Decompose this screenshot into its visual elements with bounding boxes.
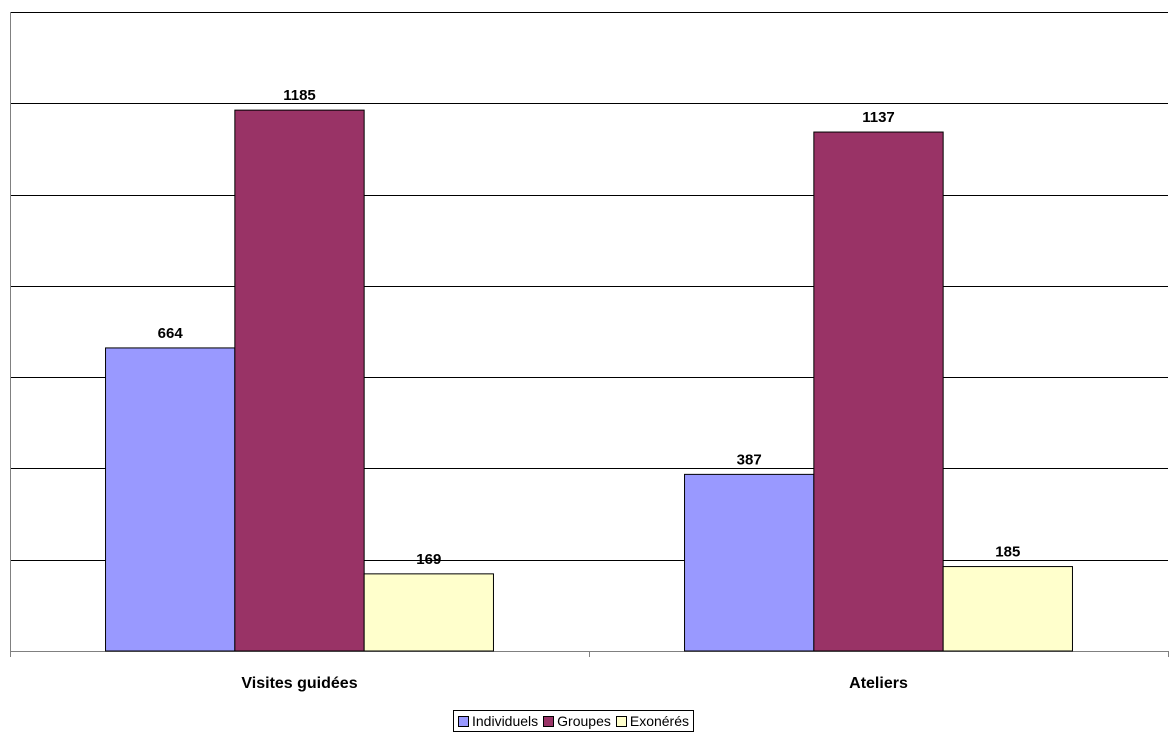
category-labels: Visites guidées Ateliers [241, 675, 908, 692]
legend-swatch [543, 715, 555, 727]
data-label: 1185 [283, 87, 316, 104]
data-label: 664 [158, 325, 184, 342]
bar [105, 347, 236, 652]
bar [363, 573, 494, 652]
legend-swatch [615, 715, 627, 727]
data-label: 169 [416, 551, 441, 568]
legend: Individuels Groupes Exonérés [453, 710, 695, 732]
bar [942, 566, 1073, 652]
legend-item: Groupes [543, 713, 611, 729]
legend-label: Individuels [472, 713, 539, 729]
category-label: Ateliers [849, 675, 908, 692]
legend-label: Exonérés [629, 713, 690, 729]
legend-label: Groupes [557, 713, 611, 729]
legend-item: Individuels [458, 713, 538, 729]
legend-item: Exonérés [615, 713, 690, 729]
bar [234, 109, 365, 652]
legend-swatch [458, 715, 469, 727]
bars [105, 109, 1073, 652]
data-labels: 664 1185 169 387 1137 185 [158, 87, 1021, 568]
bar [813, 131, 944, 652]
bar [684, 473, 815, 652]
data-label: 185 [995, 544, 1020, 561]
data-label: 387 [737, 451, 762, 468]
category-label: Visites guidées [241, 675, 357, 692]
data-label: 1137 [862, 109, 895, 126]
